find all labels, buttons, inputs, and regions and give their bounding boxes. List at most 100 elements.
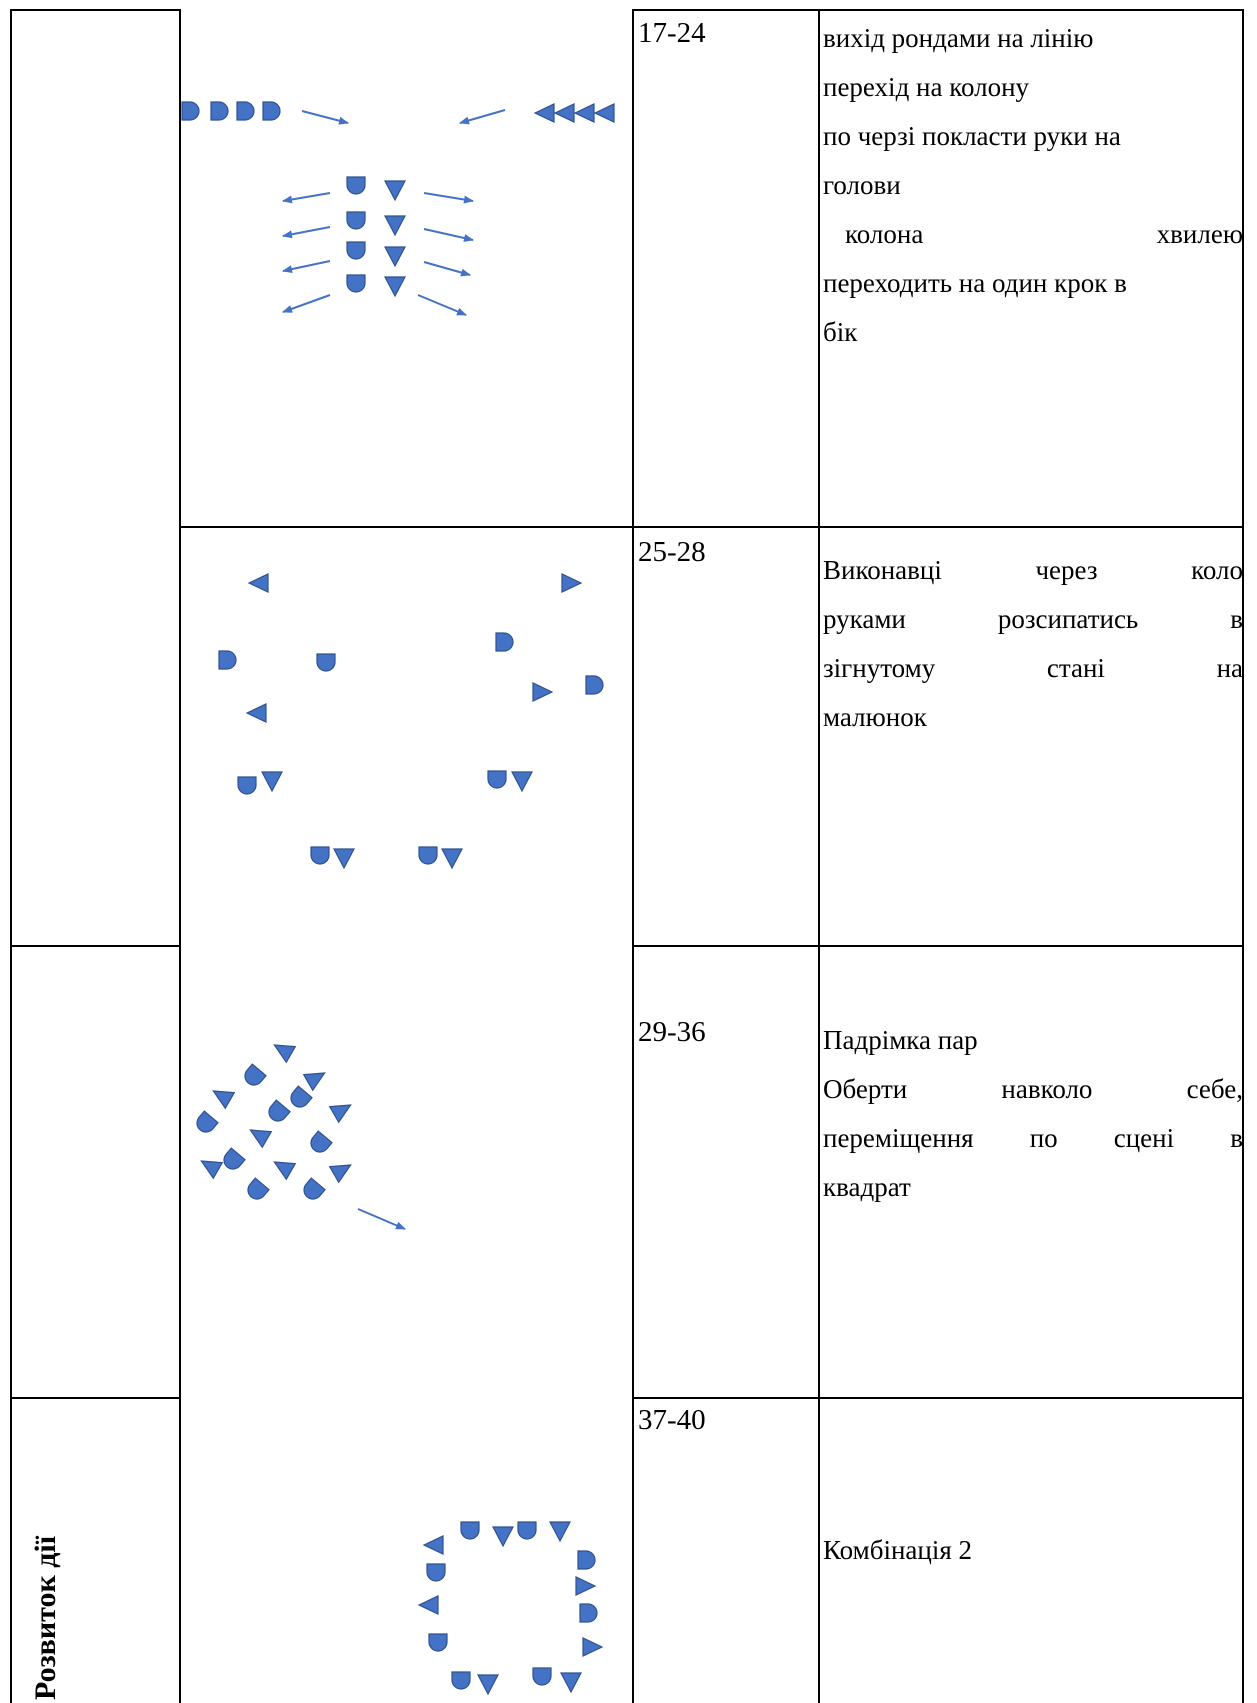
- description-line: перехід на колону: [823, 72, 1030, 102]
- bars-count: 17-24: [638, 17, 706, 49]
- performer-figure: [245, 1121, 272, 1148]
- performer-figure: [426, 1563, 446, 1582]
- description-word: на: [1216, 653, 1243, 683]
- performer-figure: [240, 1063, 267, 1090]
- column-divider: [818, 9, 820, 1703]
- performer-figure: [192, 1110, 219, 1137]
- performer-figure: [532, 682, 553, 702]
- movement-arrow: [423, 261, 471, 277]
- description-word: розсипатись: [997, 604, 1139, 634]
- performer-figure: [384, 246, 406, 267]
- description-word: Виконавці: [823, 555, 942, 585]
- performer-figure: [428, 1633, 448, 1652]
- performer-figure: [561, 573, 582, 593]
- description-line: переміщення по сцені в: [823, 1114, 1243, 1163]
- performer-figure: [418, 846, 438, 865]
- description-word: переміщення: [823, 1123, 974, 1153]
- performer-figure: [511, 771, 533, 792]
- description-word: сцені: [1113, 1123, 1175, 1153]
- description-line: зігнутому стані на: [823, 644, 1243, 693]
- description-line: малюнок: [823, 702, 927, 732]
- row-divider: [632, 1397, 1244, 1399]
- movement-arrow: [423, 192, 474, 204]
- performer-figure: [269, 1153, 296, 1180]
- movement-arrow: [301, 110, 349, 125]
- description-word: коло: [1191, 555, 1243, 585]
- description-line: Падрімка пар: [823, 1025, 978, 1055]
- movement-arrow: [282, 226, 331, 239]
- row-description: Виконавці через коло руками розсипатись …: [823, 546, 1243, 742]
- column-divider: [632, 9, 634, 1703]
- movement-arrow: [417, 294, 467, 316]
- performer-figure: [575, 1576, 596, 1596]
- performer-figure: [477, 1674, 499, 1695]
- performer-figure: [554, 103, 575, 123]
- performer-figure: [585, 675, 604, 695]
- performer-figure: [236, 101, 255, 121]
- performer-figure: [492, 1526, 514, 1547]
- performer-figure: [210, 101, 229, 121]
- performer-figure: [384, 276, 406, 297]
- description-word: колона: [845, 219, 924, 249]
- description-line: Комбінація 2: [823, 1535, 973, 1565]
- description-line: голови: [823, 170, 901, 200]
- table-border-right: [1242, 9, 1244, 1703]
- performer-figure: [423, 1535, 444, 1555]
- description-line: бік: [823, 317, 858, 347]
- performer-figure: [306, 1130, 333, 1157]
- bars-count: 25-28: [638, 536, 706, 568]
- table-border-top: [10, 9, 181, 11]
- bars-count: 37-40: [638, 1404, 706, 1436]
- performer-figure: [261, 771, 283, 792]
- column-divider: [179, 9, 181, 1703]
- performer-figure: [441, 848, 463, 869]
- performer-figure: [577, 1550, 596, 1570]
- description-line: Оберти навколо себе,: [823, 1065, 1243, 1114]
- performer-figure: [246, 703, 267, 723]
- performer-figure: [487, 770, 507, 789]
- table-border-left: [10, 9, 12, 1703]
- description-word: по: [1029, 1123, 1058, 1153]
- performer-figure: [269, 1036, 296, 1063]
- row-description: вихід рондами на лінію перехід на колону…: [823, 14, 1243, 357]
- description-word: в: [1230, 604, 1243, 634]
- performer-figure: [243, 1177, 270, 1204]
- performer-figure: [219, 1147, 246, 1174]
- description-line: переходить на один крок в: [823, 268, 1127, 298]
- performer-figure: [299, 1177, 326, 1204]
- performer-figure: [262, 101, 281, 121]
- description-word: зігнутому: [823, 653, 936, 683]
- row-divider: [10, 945, 181, 947]
- row-description: Комбінація 2: [823, 1526, 1243, 1575]
- row-divider: [632, 945, 1244, 947]
- performer-figure: [460, 1521, 480, 1540]
- description-line: Виконавці через коло: [823, 546, 1243, 595]
- description-line: вихід рондами на лінію: [823, 23, 1094, 53]
- performer-figure: [346, 274, 366, 293]
- performer-figure: [346, 211, 366, 230]
- performer-figure: [286, 1085, 313, 1112]
- movement-arrow: [282, 260, 331, 274]
- performer-figure: [333, 848, 355, 869]
- performer-figure: [264, 1099, 291, 1126]
- movement-arrow: [282, 294, 331, 313]
- row-description: Падрімка пар Оберти навколо себе, перемі…: [823, 1016, 1243, 1212]
- description-word: стані: [1046, 653, 1105, 683]
- performer-figure: [549, 1521, 571, 1542]
- table-border-top: [632, 9, 1244, 11]
- performer-figure: [316, 653, 336, 672]
- performer-figure: [303, 1064, 330, 1091]
- movement-arrow: [459, 109, 506, 125]
- performer-figure: [418, 1595, 439, 1615]
- performer-figure: [594, 103, 615, 123]
- movement-arrow: [357, 1208, 406, 1230]
- row-divider: [179, 526, 1244, 528]
- performer-figure: [237, 776, 257, 795]
- performer-figure: [181, 101, 200, 121]
- performer-figure: [582, 1637, 603, 1657]
- movement-arrow: [423, 228, 474, 242]
- performer-figure: [310, 846, 330, 865]
- description-word: хвилею: [1156, 219, 1243, 249]
- performer-figure: [451, 1671, 471, 1690]
